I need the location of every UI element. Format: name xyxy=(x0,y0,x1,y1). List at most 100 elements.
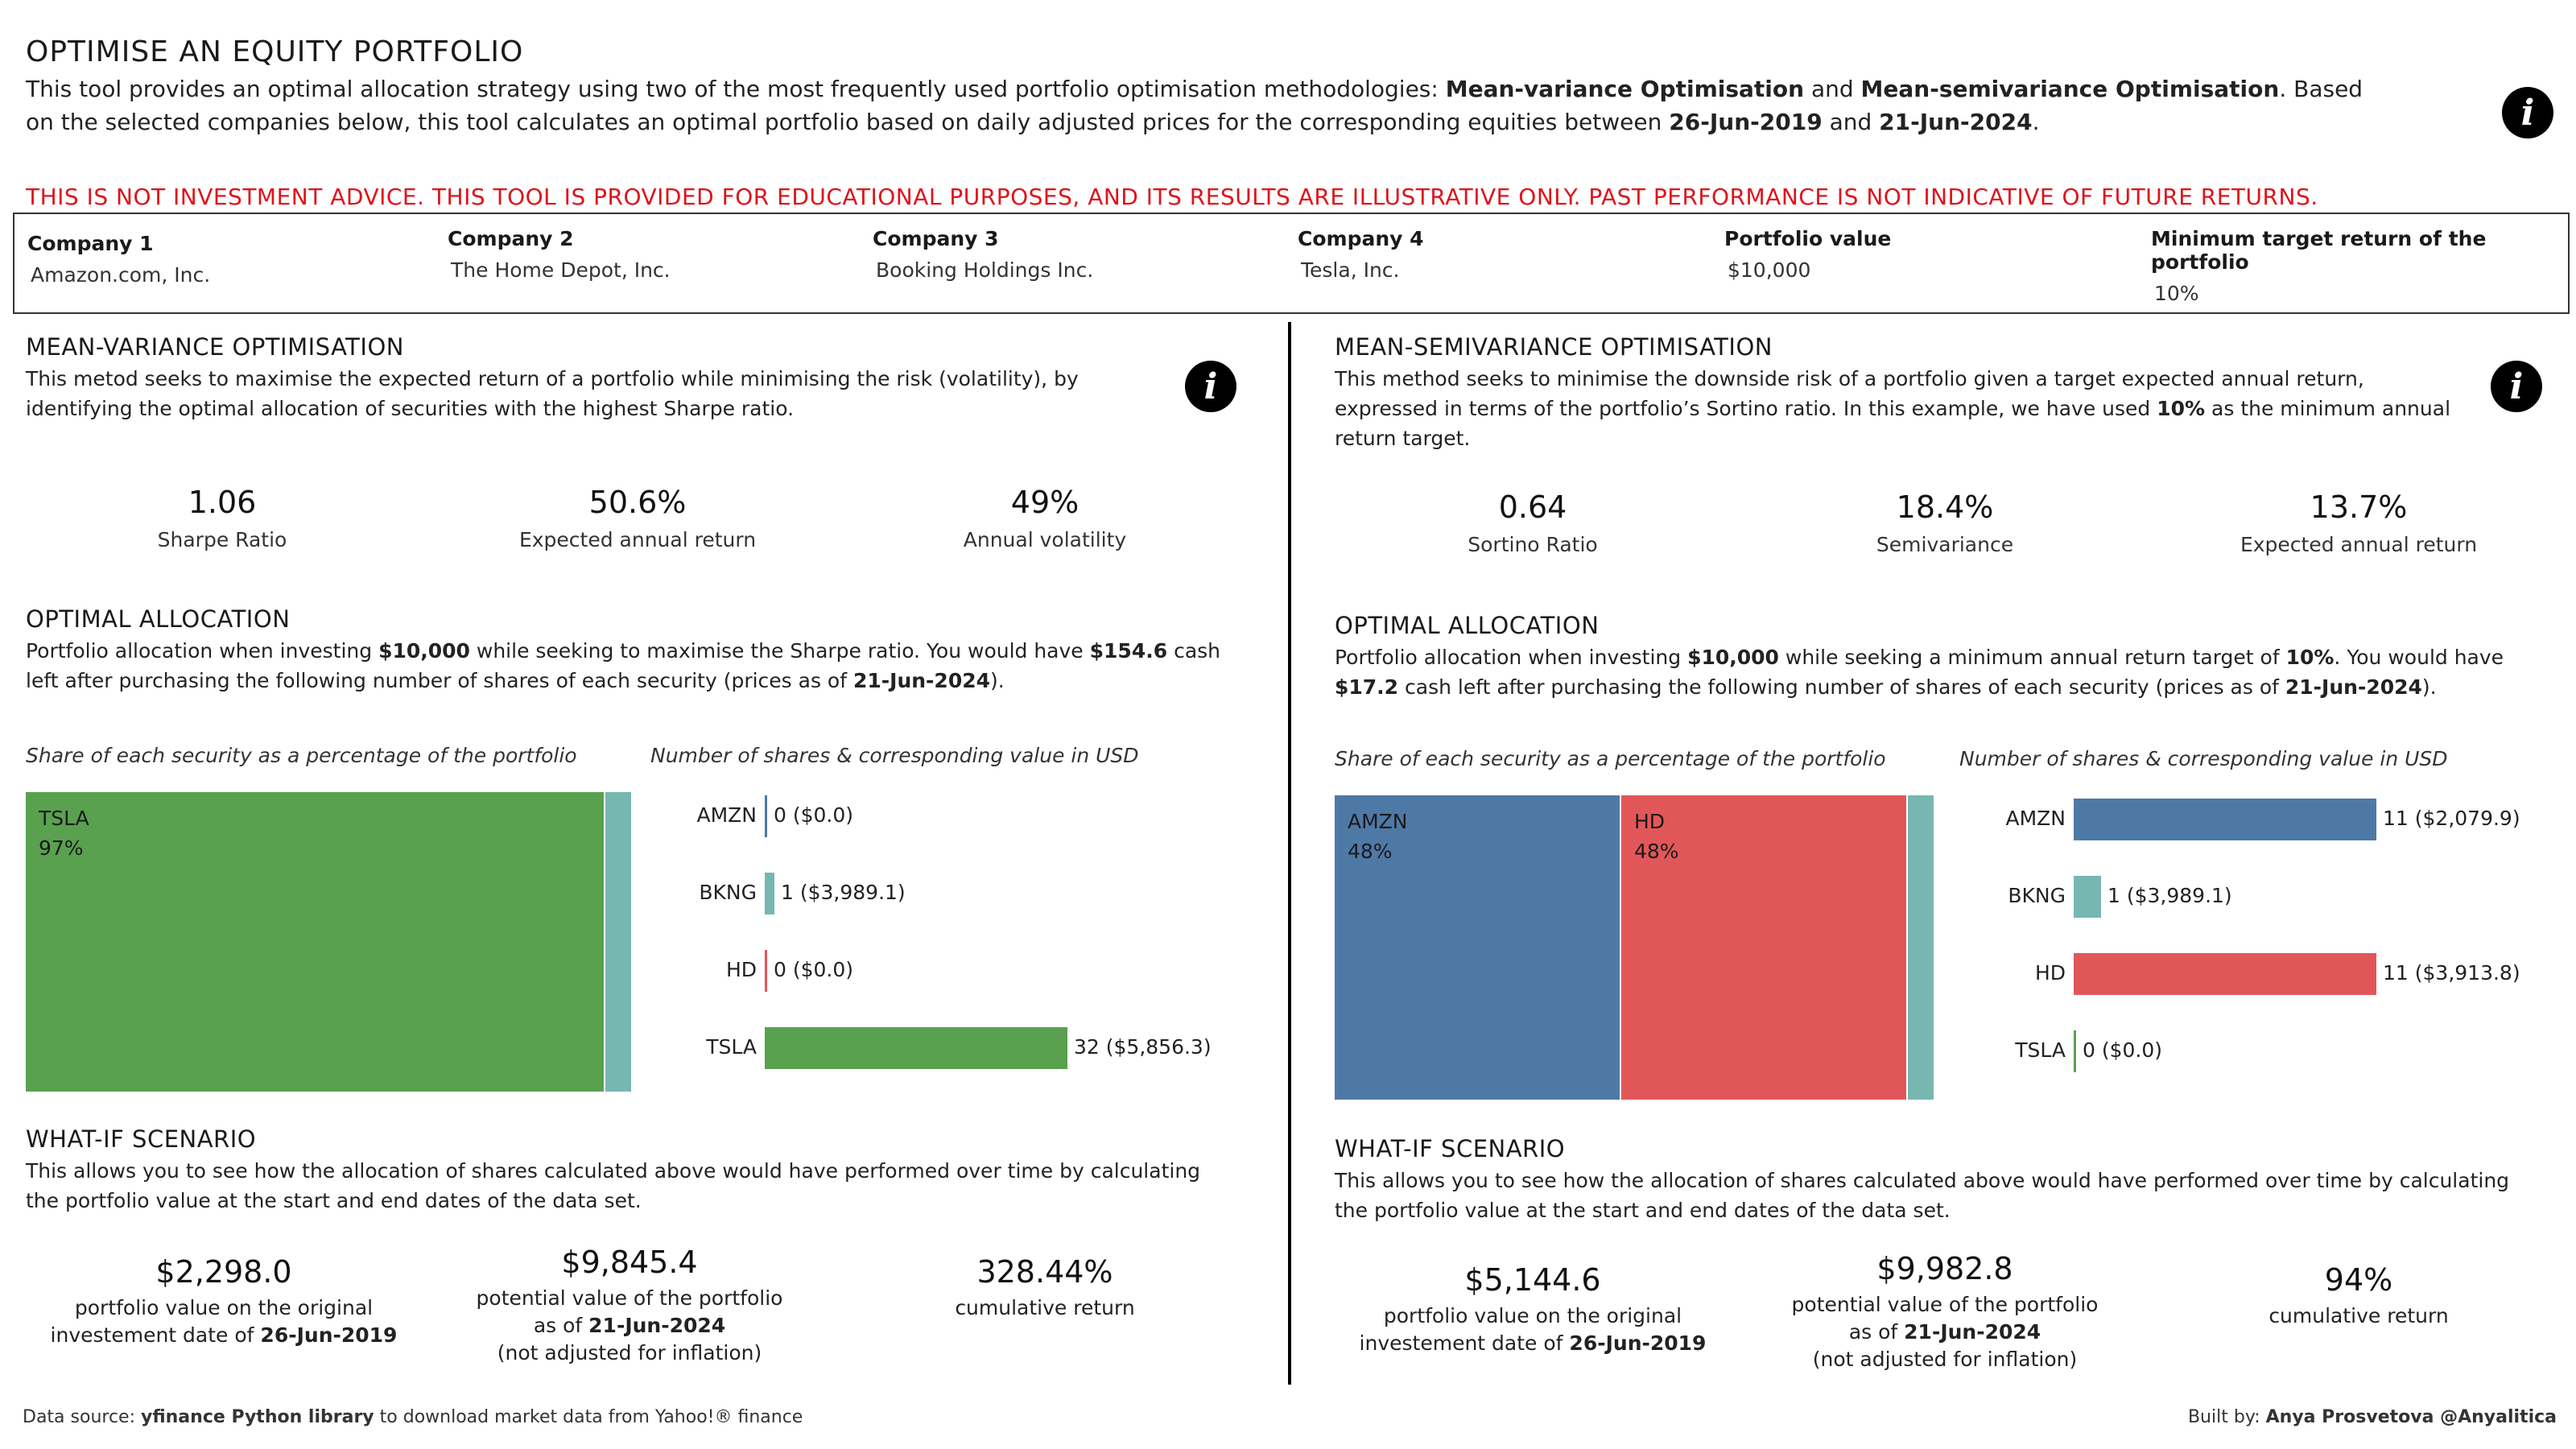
treemap-tile-bkng[interactable] xyxy=(605,792,631,1092)
treemap-tile-amzn[interactable]: AMZN 48% xyxy=(1335,795,1620,1100)
caption-date: 26-Jun-2019 xyxy=(260,1323,398,1347)
bar-value-label: 1 ($3,989.1) xyxy=(2107,884,2232,907)
treemap-tile-bkng[interactable] xyxy=(1908,795,1934,1100)
bar-category-label: HD xyxy=(725,958,757,981)
caption: portfolio value on the original xyxy=(1383,1304,1682,1327)
text-part: cash left after purchasing the following… xyxy=(1398,675,2285,699)
param-min-target-return[interactable]: Minimum target return of the portfolio 10… xyxy=(2151,227,2568,305)
msv-bar-chart: AMZN 11 ($2,079.9) BKNG 1 ($3,989.1) HD 11 ($… xyxy=(1969,795,2565,1100)
treemap-tile-hd[interactable]: HD 48% xyxy=(1621,795,1906,1100)
caption: potential value of the portfolio xyxy=(476,1286,783,1310)
info-icon[interactable]: i xyxy=(2502,87,2553,138)
text-part: Portfolio allocation when investing xyxy=(26,639,379,663)
mv-whatif-desc: This allows you to see how the allocatio… xyxy=(26,1159,1201,1212)
mv-start-value: $2,298.0 portfolio value on the original i… xyxy=(31,1254,417,1349)
text-part: while seeking to maximise the Sharpe rat… xyxy=(469,639,1090,663)
param-label: Company 3 xyxy=(873,227,999,250)
source-library[interactable]: yfinance Python library xyxy=(141,1407,374,1427)
mv-kpi-volatility: 49% Annual volatility xyxy=(876,485,1214,551)
bar-value-label: 32 ($5,856.3) xyxy=(1074,1035,1212,1059)
treemap-tile-pct: 48% xyxy=(1348,840,1393,863)
end-value: $9,982.8 xyxy=(1876,1251,2013,1286)
msv-treemap-title: Share of each security as a percentage o… xyxy=(1335,747,1886,770)
treemap-tile-label: TSLA xyxy=(39,807,89,830)
bar-bkng[interactable] xyxy=(765,873,774,914)
kpi-value: 0.64 xyxy=(1498,489,1567,525)
data-source: Data source: yfinance Python library to … xyxy=(23,1407,803,1427)
intro-part: This tool provides an optimal allocation… xyxy=(26,76,1446,102)
msv-info-icon[interactable]: i xyxy=(2491,361,2542,412)
bar-tsla[interactable] xyxy=(765,1027,1067,1069)
msv-end-value: $9,982.8 potential value of the portfolio… xyxy=(1752,1251,2138,1373)
bar-category-label: AMZN xyxy=(696,803,758,827)
bar-category-label: TSLA xyxy=(2015,1038,2066,1062)
param-company-1[interactable]: Company 1 Amazon.com, Inc. xyxy=(27,232,210,287)
bar-category-label: BKNG xyxy=(699,881,757,904)
param-portfolio-value[interactable]: Portfolio value $10,000 xyxy=(1724,227,1891,282)
caption-date: 26-Jun-2019 xyxy=(1569,1331,1707,1355)
mv-alloc-heading: OPTIMAL ALLOCATION xyxy=(26,605,291,633)
treemap-tile-tsla[interactable]: TSLA 97% xyxy=(26,792,604,1092)
bar-amzn[interactable] xyxy=(2074,799,2376,840)
mv-bar-chart: AMZN 0 ($0.0) BKNG 1 ($3,989.1) HD 0 ($0.0) TS… xyxy=(660,792,1256,1092)
bar-category-label: TSLA xyxy=(706,1035,757,1059)
kpi-label: Semivariance xyxy=(1876,533,2014,556)
alloc-amount: $10,000 xyxy=(1687,646,1779,669)
kpi-value: 18.4% xyxy=(1896,489,1994,525)
msv-whatif-heading: WHAT-IF SCENARIO xyxy=(1335,1135,1566,1162)
param-value[interactable]: 10% xyxy=(2154,282,2199,305)
msv-kpi-return: 13.7% Expected annual return xyxy=(2190,489,2528,556)
param-value[interactable]: $10,000 xyxy=(1728,258,1811,282)
bar-value-label: 0 ($0.0) xyxy=(774,803,854,827)
intro-text: This tool provides an optimal allocation… xyxy=(26,72,2376,138)
mv-alloc-text: Portfolio allocation when investing $10,… xyxy=(26,636,1249,696)
kpi-label: Sharpe Ratio xyxy=(157,528,287,551)
mv-info-icon[interactable]: i xyxy=(1185,361,1236,412)
text-part: cash left after purchasing the following… xyxy=(26,639,1221,692)
alloc-date: 21-Jun-2024 xyxy=(852,669,991,692)
intro-part: . xyxy=(2032,109,2040,135)
param-company-2[interactable]: Company 2 The Home Depot, Inc. xyxy=(448,227,671,282)
alloc-date: 21-Jun-2024 xyxy=(2285,675,2422,699)
bar-tsla[interactable] xyxy=(2074,1030,2076,1072)
bar-category-label: HD xyxy=(2034,961,2066,985)
mv-whatif-heading: WHAT-IF SCENARIO xyxy=(26,1125,257,1153)
param-value[interactable]: Tesla, Inc. xyxy=(1301,258,1400,282)
cum-value: 94% xyxy=(2324,1262,2393,1298)
bar-amzn[interactable] xyxy=(765,795,767,837)
kpi-value: 13.7% xyxy=(2310,489,2408,525)
caption: portfolio value on the original xyxy=(74,1296,374,1319)
treemap-tile-pct: 97% xyxy=(39,836,84,860)
alloc-amount: $10,000 xyxy=(378,639,470,663)
msv-kpi-semivariance: 18.4% Semivariance xyxy=(1776,489,2114,556)
end-value: $9,845.4 xyxy=(561,1245,698,1280)
text-part: Portfolio allocation when investing xyxy=(1335,646,1688,669)
msv-alloc-text: Portfolio allocation when investing $10,… xyxy=(1335,642,2542,702)
alloc-cash: $17.2 xyxy=(1335,675,1399,699)
bar-value-label: 11 ($3,913.8) xyxy=(2383,961,2520,985)
mv-description: This metod seeks to maximise the expecte… xyxy=(26,367,1079,420)
bar-hd[interactable] xyxy=(2074,953,2376,995)
start-value: $5,144.6 xyxy=(1464,1262,1601,1298)
mv-end-value: $9,845.4 potential value of the portfolio… xyxy=(436,1245,823,1367)
kpi-label: Sortino Ratio xyxy=(1468,533,1598,556)
param-company-3[interactable]: Company 3 Booking Holdings Inc. xyxy=(873,227,1093,282)
mv-heading: MEAN-VARIANCE OPTIMISATION xyxy=(26,333,404,361)
method1-name: Mean-variance Optimisation xyxy=(1445,76,1805,102)
author-name[interactable]: Anya Prosvetova @Anyalitica xyxy=(2265,1407,2557,1427)
mv-bars-title: Number of shares & corresponding value i… xyxy=(650,744,1139,767)
footer-part: Built by: xyxy=(2187,1407,2266,1427)
param-value[interactable]: Amazon.com, Inc. xyxy=(31,263,211,287)
mv-treemap: TSLA 97% xyxy=(26,792,631,1092)
param-company-4[interactable]: Company 4 Tesla, Inc. xyxy=(1298,227,1424,282)
bar-hd[interactable] xyxy=(765,950,767,992)
treemap-tile-label: AMZN xyxy=(1348,810,1408,833)
mv-cumulative-return: 328.44% cumulative return xyxy=(852,1254,1238,1322)
param-value[interactable]: The Home Depot, Inc. xyxy=(451,258,671,282)
bar-value-label: 11 ($2,079.9) xyxy=(2383,807,2520,830)
bar-bkng[interactable] xyxy=(2074,876,2101,918)
mv-kpi-sharpe: 1.06 Sharpe Ratio xyxy=(53,485,391,551)
param-value[interactable]: Booking Holdings Inc. xyxy=(876,258,1094,282)
intro-part: . Based on the selected companies below,… xyxy=(26,76,2363,135)
section-divider xyxy=(1288,322,1291,1385)
